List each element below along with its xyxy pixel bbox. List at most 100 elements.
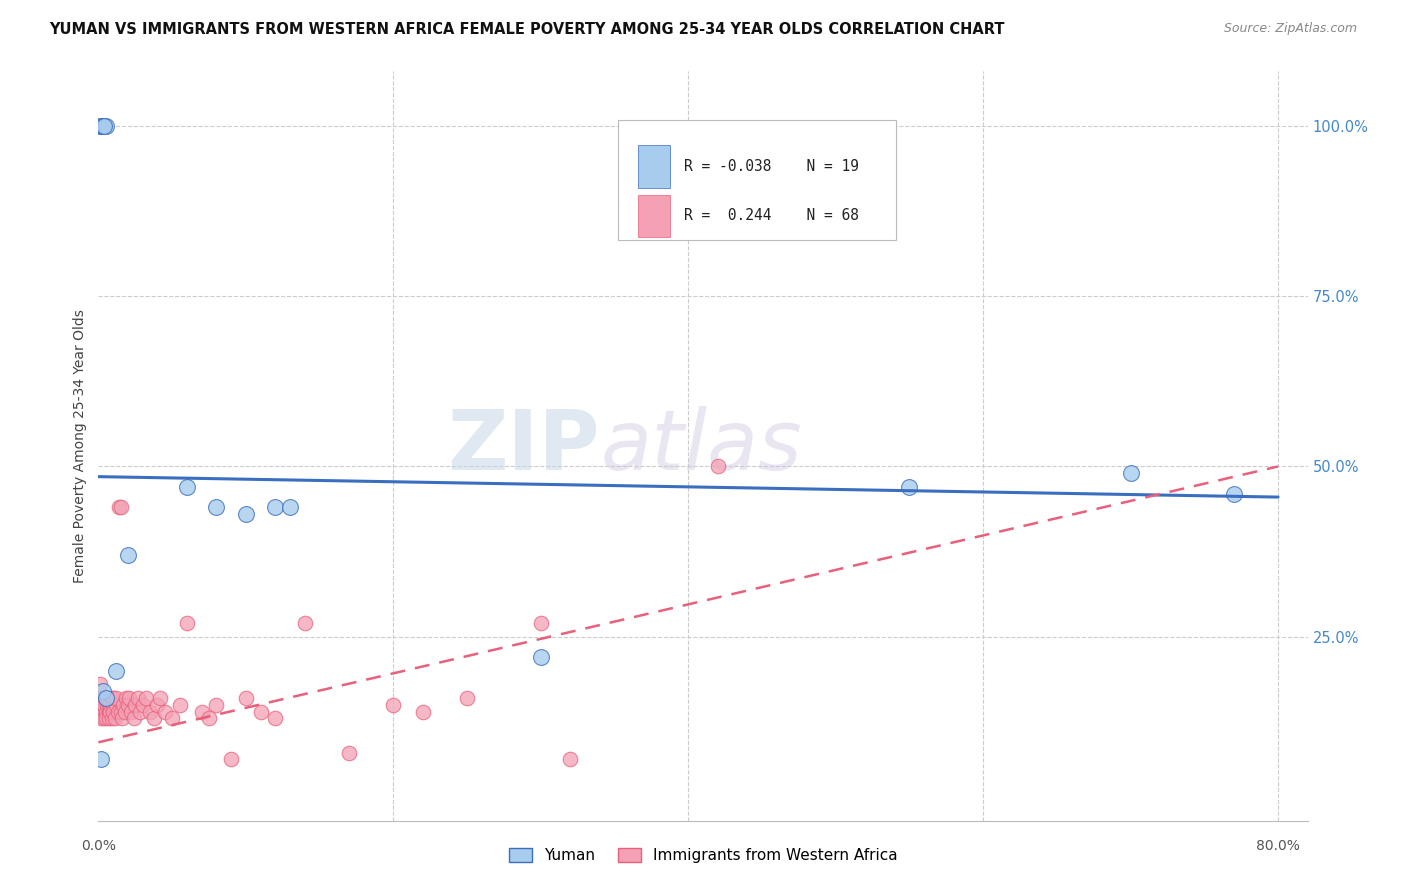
Point: [112, 698, 135, 712]
Point: [143, 711, 166, 725]
Point: [111, 711, 134, 725]
Point: [89, 119, 111, 133]
Point: [105, 691, 128, 706]
Point: [205, 500, 228, 515]
Point: [219, 752, 242, 766]
Point: [278, 500, 301, 515]
Text: Source: ZipAtlas.com: Source: ZipAtlas.com: [1223, 22, 1357, 36]
Point: [100, 691, 122, 706]
Point: [94, 711, 117, 725]
Point: [205, 698, 228, 712]
Point: [93, 698, 115, 712]
Point: [128, 705, 150, 719]
Point: [160, 711, 183, 725]
Point: [114, 705, 136, 719]
Point: [94, 691, 117, 706]
Point: [97, 711, 120, 725]
Point: [190, 705, 212, 719]
Point: [89, 677, 111, 691]
Point: [337, 746, 360, 760]
Text: 80.0%: 80.0%: [1256, 839, 1301, 854]
Point: [560, 752, 582, 766]
Point: [176, 616, 198, 631]
Point: [90, 705, 112, 719]
Point: [98, 698, 121, 712]
Point: [90, 752, 112, 766]
Point: [382, 698, 405, 712]
Point: [235, 691, 257, 706]
Point: [456, 691, 478, 706]
Point: [90, 711, 112, 725]
Point: [105, 698, 128, 712]
Legend: Yuman, Immigrants from Western Africa: Yuman, Immigrants from Western Africa: [502, 842, 904, 869]
Point: [264, 711, 287, 725]
Point: [94, 705, 117, 719]
Point: [100, 711, 122, 725]
Point: [153, 705, 176, 719]
Point: [91, 691, 114, 706]
Point: [294, 616, 316, 631]
Point: [530, 650, 553, 665]
Point: [115, 691, 138, 706]
Point: [101, 691, 124, 706]
Point: [105, 664, 128, 678]
Point: [93, 711, 115, 725]
FancyBboxPatch shape: [619, 120, 897, 240]
Text: R = -0.038    N = 19: R = -0.038 N = 19: [683, 159, 859, 174]
Point: [101, 705, 124, 719]
Point: [96, 691, 118, 706]
Point: [131, 698, 153, 712]
Point: [1223, 486, 1246, 500]
Point: [108, 500, 131, 515]
Point: [149, 691, 172, 706]
Y-axis label: Female Poverty Among 25-34 Year Olds: Female Poverty Among 25-34 Year Olds: [73, 309, 87, 583]
Point: [91, 119, 114, 133]
Point: [104, 711, 127, 725]
Point: [176, 480, 198, 494]
Point: [264, 500, 287, 515]
Point: [110, 500, 132, 515]
Point: [91, 684, 114, 698]
Point: [118, 691, 141, 706]
Point: [146, 698, 169, 712]
Point: [91, 698, 114, 712]
FancyBboxPatch shape: [638, 194, 671, 237]
Point: [235, 507, 257, 521]
Point: [249, 705, 271, 719]
Point: [135, 691, 157, 706]
Point: [107, 705, 129, 719]
Point: [530, 616, 553, 631]
Point: [198, 711, 221, 725]
Point: [93, 119, 115, 133]
Point: [110, 705, 132, 719]
Point: [169, 698, 191, 712]
Point: [117, 548, 139, 562]
Point: [98, 705, 121, 719]
Point: [96, 698, 118, 712]
Point: [91, 705, 114, 719]
Point: [97, 698, 120, 712]
Point: [101, 698, 124, 712]
Text: 0.0%: 0.0%: [82, 839, 115, 854]
Point: [90, 119, 112, 133]
Text: atlas: atlas: [600, 406, 801, 486]
Point: [117, 698, 139, 712]
FancyBboxPatch shape: [638, 145, 671, 188]
Point: [122, 711, 145, 725]
Point: [94, 691, 117, 706]
Point: [1119, 467, 1142, 481]
Text: R =  0.244    N = 68: R = 0.244 N = 68: [683, 209, 859, 224]
Point: [89, 698, 111, 712]
Point: [94, 119, 117, 133]
Point: [898, 480, 921, 494]
Point: [124, 698, 146, 712]
Point: [90, 691, 112, 706]
Point: [412, 705, 434, 719]
Point: [139, 705, 162, 719]
Point: [120, 705, 142, 719]
Text: YUMAN VS IMMIGRANTS FROM WESTERN AFRICA FEMALE POVERTY AMONG 25-34 YEAR OLDS COR: YUMAN VS IMMIGRANTS FROM WESTERN AFRICA …: [49, 22, 1005, 37]
Point: [97, 705, 120, 719]
Point: [706, 459, 728, 474]
Point: [127, 691, 149, 706]
Text: ZIP: ZIP: [447, 406, 600, 486]
